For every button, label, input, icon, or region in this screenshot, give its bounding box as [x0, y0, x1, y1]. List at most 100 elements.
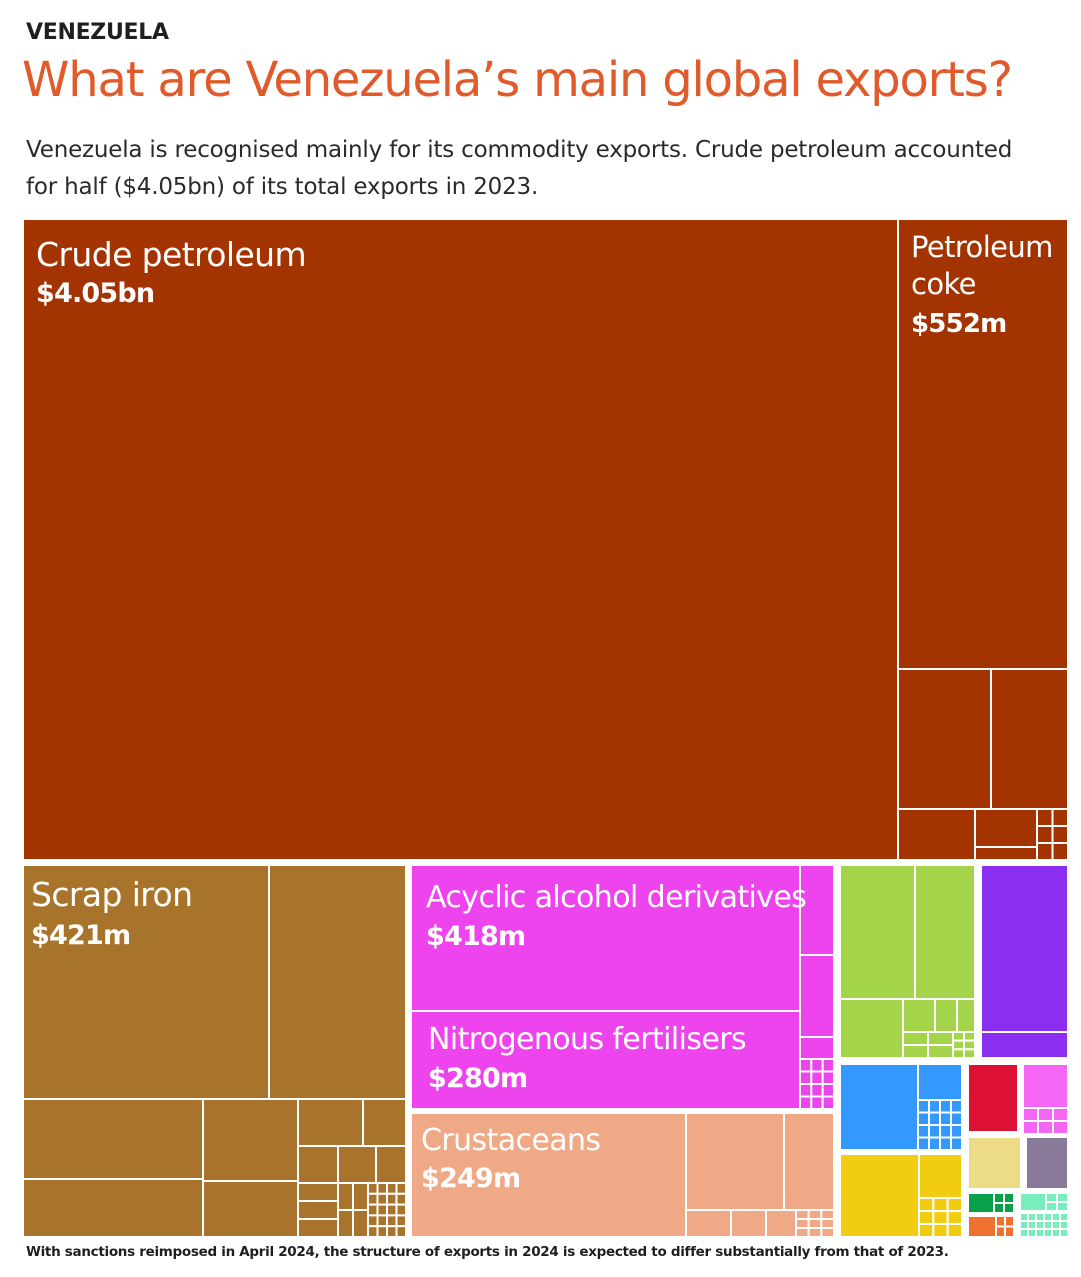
tile-scrap-small — [22, 1098, 204, 1180]
tile-purple — [980, 864, 1069, 1033]
tile-mauve — [1025, 1136, 1069, 1190]
tile-darkgreen — [967, 1192, 995, 1214]
tile-blue-tiny — [928, 1136, 941, 1151]
tile-blue-tiny — [939, 1124, 952, 1139]
tile-label: Scrap iron — [31, 875, 192, 914]
tile-blue-tiny — [939, 1136, 952, 1151]
tile-scrap-tiny — [395, 1182, 407, 1195]
tile-yellow-tiny — [918, 1210, 935, 1225]
tile-blue-tiny — [917, 1111, 930, 1126]
tile-green-tiny — [963, 1048, 976, 1060]
tile-orange — [967, 1215, 997, 1238]
tile-green — [839, 864, 916, 1000]
tile-green-tiny — [927, 1031, 954, 1046]
tile-scrap-tiny — [376, 1192, 388, 1206]
tile-chemicals-tiny — [821, 1095, 836, 1110]
tile-blue-tiny — [928, 1099, 941, 1114]
tile-acyclic-alcohol-derivatives — [410, 864, 801, 1012]
tile-green — [956, 998, 976, 1033]
tile-crustaceans-small — [730, 1209, 767, 1238]
tile-scrap-small — [268, 864, 407, 1100]
tile-crustaceans-tiny — [795, 1209, 810, 1220]
tile-scrap-tiny — [395, 1225, 407, 1238]
tile-petroleum-small — [897, 808, 976, 861]
tile-crustaceans — [410, 1112, 687, 1238]
tile-misc-tiny — [1043, 1228, 1053, 1238]
tile-pink-tiny — [1022, 1120, 1039, 1135]
tile-misc-tiny — [1059, 1212, 1069, 1222]
tile-misc-tiny — [1035, 1212, 1045, 1222]
tile-crustaceans-small — [783, 1112, 835, 1211]
tile-misc-tiny — [1019, 1220, 1029, 1230]
tile-green-tiny — [952, 1039, 965, 1051]
tile-scrap-tiny — [367, 1192, 379, 1206]
tile-scrap-small — [202, 1098, 299, 1182]
tile-yellow-tiny — [946, 1197, 964, 1212]
tile-misc-tiny — [1043, 1212, 1053, 1222]
tile-scrap-small — [202, 1180, 299, 1238]
tile-pink-tiny — [1037, 1107, 1054, 1122]
tile-scrap-small — [22, 1178, 204, 1238]
tile-pink-tiny — [1022, 1107, 1039, 1122]
tile-scrap-small — [362, 1098, 407, 1147]
tile-green — [902, 998, 936, 1033]
tile-blue — [839, 1063, 919, 1151]
tile-label: Crustaceans — [421, 1123, 600, 1158]
tile-misc-tiny — [1027, 1220, 1037, 1230]
tile-petroleum-tiny — [1051, 825, 1069, 844]
tile-yellow-tiny — [932, 1223, 949, 1238]
tile-misc-tiny — [1027, 1212, 1037, 1222]
tile-scrap-tiny — [297, 1200, 339, 1220]
tile-chemicals-tiny — [799, 1070, 813, 1085]
tile-scrap-small — [297, 1098, 364, 1147]
tile-petroleum-small — [897, 668, 992, 810]
tile-crustaceans-tiny — [820, 1218, 835, 1229]
tile-green-tiny — [963, 1039, 976, 1051]
tile-misc-tiny — [1019, 1212, 1029, 1222]
tile-yellow-tiny — [932, 1197, 949, 1212]
tile-blue-tiny — [928, 1111, 941, 1126]
tile-petroleum-tiny — [1051, 808, 1069, 827]
tile-scrap-tiny — [386, 1203, 398, 1217]
tile-pink-tiny — [1052, 1107, 1069, 1122]
tile-blue-tiny — [928, 1124, 941, 1139]
tile-blue-tiny — [917, 1136, 930, 1151]
tile-value-label: $249m — [421, 1163, 520, 1194]
tile-label: Acyclic alcohol derivatives — [426, 880, 806, 915]
tile-orange-tiny — [995, 1225, 1006, 1238]
tile-crustaceans-tiny — [807, 1227, 823, 1238]
tile-petroleum-tiny — [1036, 842, 1054, 861]
tile-chemicals-small — [799, 1036, 835, 1060]
tile-misc-tiny — [1051, 1228, 1061, 1238]
subtitle: Venezuela is recognised mainly for its c… — [26, 137, 1013, 200]
tile-value-label: $552m — [911, 309, 1006, 339]
tile-green-tiny — [952, 1031, 965, 1042]
tile-yellow-tiny — [918, 1223, 935, 1238]
tile-blue-tiny — [950, 1136, 963, 1151]
tile-scrap-tiny — [337, 1182, 354, 1211]
tile-mint-tiny — [1056, 1201, 1069, 1212]
tile-misc-tiny — [1019, 1228, 1029, 1238]
page-title: What are Venezuela’s main global exports… — [22, 52, 1013, 108]
tile-scrap-tiny — [376, 1225, 388, 1238]
tile-chemicals-tiny — [821, 1083, 836, 1098]
tile-darkgreen-tiny — [1003, 1192, 1015, 1204]
tile-petroleum-small — [990, 668, 1069, 810]
tile-petroleum-tiny — [1036, 825, 1054, 844]
tile-crude-petroleum — [22, 218, 899, 861]
tile-crustaceans-tiny — [795, 1227, 810, 1238]
tile-misc-tiny — [1027, 1228, 1037, 1238]
tile-pink — [1022, 1063, 1069, 1109]
tile-scrap-iron — [22, 864, 270, 1100]
tile-green-tiny — [927, 1044, 954, 1059]
tile-scrap-tiny — [386, 1192, 398, 1206]
tile-mint-tiny — [1045, 1192, 1058, 1203]
tile-crustaceans-tiny — [795, 1218, 810, 1229]
tile-misc-tiny — [1051, 1220, 1061, 1230]
tile-pink-tiny — [1037, 1120, 1054, 1135]
tile-chemicals-tiny — [821, 1070, 836, 1085]
tile-blue-tiny — [917, 1124, 930, 1139]
tile-yellow — [839, 1153, 920, 1238]
tile-chemicals-tiny — [810, 1083, 824, 1098]
tile-crustaceans-small — [685, 1112, 785, 1211]
